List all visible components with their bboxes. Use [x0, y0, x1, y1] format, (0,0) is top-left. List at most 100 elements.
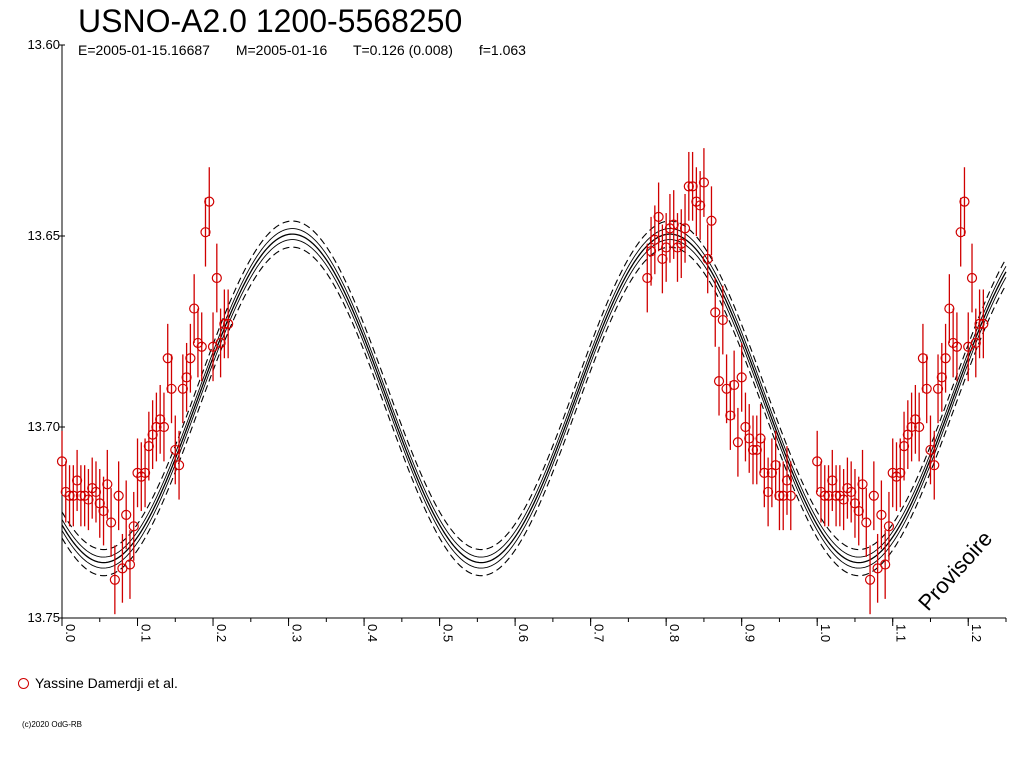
- data-point: [895, 467, 906, 478]
- model-curve: [61, 233, 1007, 564]
- data-point: [113, 490, 124, 501]
- data-point: [223, 318, 234, 329]
- data-point: [778, 490, 789, 501]
- data-point: [72, 475, 83, 486]
- model-inner-upper: [61, 228, 1007, 558]
- data-point: [173, 460, 185, 471]
- model-curves: [61, 220, 1007, 577]
- data-point: [200, 227, 211, 238]
- data-point: [880, 559, 891, 570]
- data-point: [891, 471, 902, 482]
- data-point: [940, 353, 951, 364]
- data-point: [740, 421, 751, 433]
- data-point: [158, 421, 170, 433]
- data-point: [932, 383, 944, 394]
- data-point: [785, 490, 796, 501]
- data-point: [691, 196, 702, 207]
- data-point: [98, 505, 109, 517]
- data-point: [645, 246, 657, 257]
- data-point: [192, 337, 204, 349]
- model-lower-bound: [61, 246, 1007, 577]
- epoch-label: E=2005-01-15.16687: [78, 42, 210, 58]
- data-point: [774, 490, 785, 501]
- x-tick-label: 0.7: [592, 624, 607, 642]
- x-tick-label: 0.9: [743, 624, 758, 642]
- data-point: [751, 444, 762, 456]
- x-tick-label: 0.3: [290, 624, 305, 642]
- data-point: [649, 234, 660, 245]
- data-point: [755, 433, 766, 444]
- data-point: [661, 242, 672, 253]
- data-point: [87, 483, 98, 494]
- data-point: [687, 181, 698, 192]
- data-point: [64, 490, 75, 501]
- data-point: [868, 490, 879, 501]
- y-tick-label: 13.65: [27, 228, 60, 243]
- data-point: [921, 383, 932, 394]
- data-point: [861, 517, 872, 528]
- data-point: [725, 410, 736, 421]
- x-tick-label: 0.8: [667, 624, 682, 642]
- data-point: [166, 383, 177, 394]
- data-point: [898, 441, 910, 452]
- x-tick-label: 1.2: [969, 624, 984, 642]
- data-point: [657, 253, 668, 265]
- data-point: [978, 318, 989, 329]
- data-point: [177, 383, 188, 394]
- data-point: [864, 574, 876, 585]
- data-point: [929, 460, 940, 471]
- legend-circle-icon: [18, 677, 29, 689]
- provisional-watermark: Provisoire: [913, 526, 997, 615]
- data-point: [102, 479, 113, 490]
- data-point: [196, 341, 207, 352]
- legend: Yassine Damerdji et al.: [18, 675, 178, 691]
- data-point: [695, 200, 706, 211]
- data-point: [955, 227, 966, 238]
- data-point: [970, 337, 981, 349]
- data-point: [948, 337, 959, 349]
- data-point: [56, 456, 68, 467]
- data-point: [887, 467, 898, 478]
- data-points: [56, 148, 989, 615]
- data-point: [672, 242, 683, 253]
- data-point: [128, 521, 139, 532]
- x-tick-label: 0.6: [516, 624, 531, 642]
- x-tick-label: 0.0: [63, 624, 78, 642]
- y-tick-label: 13.70: [27, 419, 60, 434]
- legend-label: Yassine Damerdji et al.: [35, 675, 178, 691]
- data-point: [819, 490, 830, 501]
- data-point: [883, 521, 895, 532]
- data-point: [136, 471, 147, 482]
- plot-axes: 13.60 13.65 13.70 13.750.0 0.1 0.2 0.3 0.4 0.5 0.…: [27, 37, 1007, 642]
- data-point: [944, 303, 955, 314]
- data-point: [759, 467, 770, 478]
- data-point: [838, 494, 849, 505]
- data-point: [185, 353, 196, 364]
- data-point: [834, 490, 845, 501]
- data-point: [121, 509, 132, 520]
- model-upper-bound: [61, 220, 1007, 551]
- data-point: [698, 177, 710, 188]
- data-point: [823, 490, 834, 501]
- data-point: [857, 479, 868, 490]
- data-point: [642, 272, 653, 284]
- data-point: [729, 379, 740, 391]
- data-point: [917, 353, 929, 364]
- data-point: [846, 486, 857, 498]
- data-point: [219, 318, 230, 329]
- data-point: [679, 223, 691, 234]
- y-tick-label: 13.75: [27, 610, 60, 625]
- chart-subtitle: E=2005-01-15.16687 M=2005-01-16 T=0.126 …: [78, 42, 548, 58]
- data-point: [676, 238, 687, 249]
- data-point: [90, 486, 102, 498]
- data-point: [713, 376, 725, 387]
- data-point: [162, 353, 173, 364]
- data-point: [132, 467, 143, 478]
- data-point: [706, 215, 717, 226]
- copyright: (c)2020 OdG-RB: [22, 720, 83, 729]
- data-point: [747, 444, 759, 456]
- data-point: [812, 456, 823, 467]
- data-point: [914, 421, 925, 433]
- x-tick-label: 0.2: [214, 624, 229, 642]
